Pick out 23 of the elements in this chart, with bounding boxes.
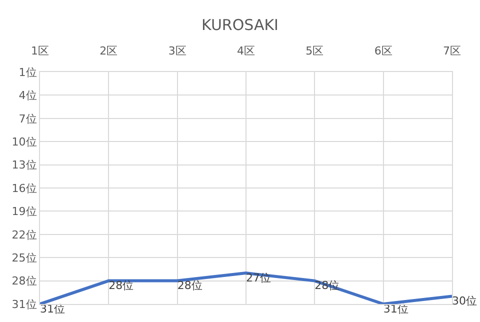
- y-tick-label: 13位: [12, 158, 37, 172]
- x-tick-label: 3区: [168, 44, 186, 58]
- y-tick-label: 16位: [12, 182, 37, 195]
- y-tick-label: 10位: [12, 135, 37, 148]
- data-label: 30位: [452, 294, 477, 308]
- y-tick-label: 7位: [18, 112, 37, 126]
- data-label: 28位: [108, 279, 134, 292]
- x-tick-label: 7区: [443, 44, 461, 58]
- y-tick-label: 22位: [12, 228, 37, 242]
- y-tick-label: 4位: [18, 89, 37, 102]
- x-tick-label: 5区: [306, 44, 324, 58]
- x-tick-label: 1区: [31, 44, 49, 58]
- y-tick-label: 28位: [12, 274, 37, 288]
- chart-title: KUROSAKI: [202, 16, 278, 34]
- x-tick-label: 6区: [374, 44, 392, 58]
- y-tick-label: 1位: [18, 66, 37, 79]
- data-label: 28位: [177, 279, 202, 292]
- y-tick-label: 31位: [12, 298, 37, 311]
- line-series: [40, 272, 452, 304]
- y-tick-label: 25位: [12, 251, 37, 264]
- x-tick-label: 2区: [100, 44, 118, 58]
- y-tick-label: 19位: [12, 205, 37, 218]
- x-tick-label: 4区: [237, 44, 255, 58]
